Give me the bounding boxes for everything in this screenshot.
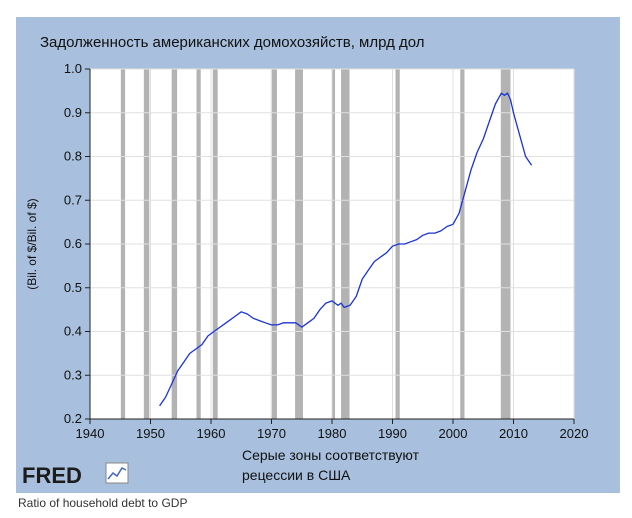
x-tick-label-1: 1950 [136,426,165,441]
axes: 1940 1950 1960 1970 1980 1990 2000 2010 2020 0.2 0… [64,61,589,441]
y-tick-label-3: 0.5 [64,280,82,295]
x-tick-label-6: 2000 [439,426,468,441]
y-tick-label-7: 0.9 [64,105,82,120]
y-axis-label: (Bil. of $/Bil. of $) [25,198,39,289]
y-tick-label-8: 1.0 [64,61,82,76]
series-line-0 [159,92,533,407]
y-tick-label-6: 0.8 [64,149,82,164]
x-tick-label-0: 1940 [76,426,105,441]
y-tick-label-5: 0.7 [64,192,82,207]
fred-logo-text: FRED [22,463,82,488]
chart-title: Задолженность американских домохозяйств,… [40,34,425,51]
series-lines [159,92,533,407]
y-tick-label-1: 0.3 [64,367,82,382]
x-axis-label-line2: рецессии в США [242,467,351,483]
chart-svg: Задолженность американских домохозяйств,… [22,34,589,488]
x-tick-label-7: 2010 [499,426,528,441]
fred-chart-icon [105,462,129,484]
x-tick-label-8: 2020 [560,426,589,441]
x-tick-label-5: 1990 [378,426,407,441]
y-tick-label-0: 0.2 [64,411,82,426]
fred-logo: FRED [22,462,129,488]
chart-caption: Ratio of household debt to GDP [18,496,188,510]
y-tick-label-2: 0.4 [64,324,82,339]
grid-lines [89,68,575,420]
y-tick-label-4: 0.6 [64,236,82,251]
x-tick-label-4: 1980 [318,426,347,441]
x-tick-label-2: 1960 [197,426,226,441]
x-tick-label-3: 1970 [257,426,286,441]
x-axis-label-line1: Серые зоны соответствуют [242,447,420,463]
chart-panel: Задолженность американских домохозяйств,… [16,17,620,493]
